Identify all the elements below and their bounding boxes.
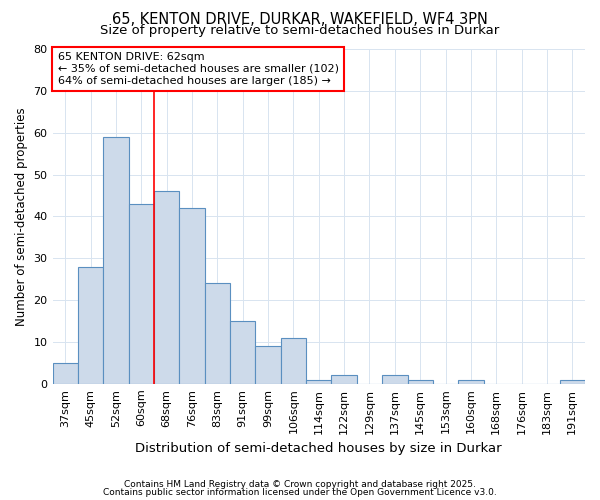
Bar: [154, 192, 179, 384]
Bar: [128, 204, 154, 384]
X-axis label: Distribution of semi-detached houses by size in Durkar: Distribution of semi-detached houses by …: [136, 442, 502, 455]
Bar: [560, 380, 585, 384]
Bar: [382, 376, 407, 384]
Text: 65 KENTON DRIVE: 62sqm
← 35% of semi-detached houses are smaller (102)
64% of se: 65 KENTON DRIVE: 62sqm ← 35% of semi-det…: [58, 52, 339, 86]
Bar: [78, 266, 103, 384]
Bar: [331, 376, 357, 384]
Text: Contains public sector information licensed under the Open Government Licence v3: Contains public sector information licen…: [103, 488, 497, 497]
Bar: [230, 321, 256, 384]
Bar: [103, 137, 128, 384]
Bar: [281, 338, 306, 384]
Bar: [407, 380, 433, 384]
Text: 65, KENTON DRIVE, DURKAR, WAKEFIELD, WF4 3PN: 65, KENTON DRIVE, DURKAR, WAKEFIELD, WF4…: [112, 12, 488, 28]
Bar: [458, 380, 484, 384]
Bar: [256, 346, 281, 384]
Bar: [306, 380, 331, 384]
Bar: [53, 363, 78, 384]
Y-axis label: Number of semi-detached properties: Number of semi-detached properties: [15, 107, 28, 326]
Bar: [179, 208, 205, 384]
Bar: [205, 284, 230, 384]
Text: Size of property relative to semi-detached houses in Durkar: Size of property relative to semi-detach…: [100, 24, 500, 37]
Text: Contains HM Land Registry data © Crown copyright and database right 2025.: Contains HM Land Registry data © Crown c…: [124, 480, 476, 489]
